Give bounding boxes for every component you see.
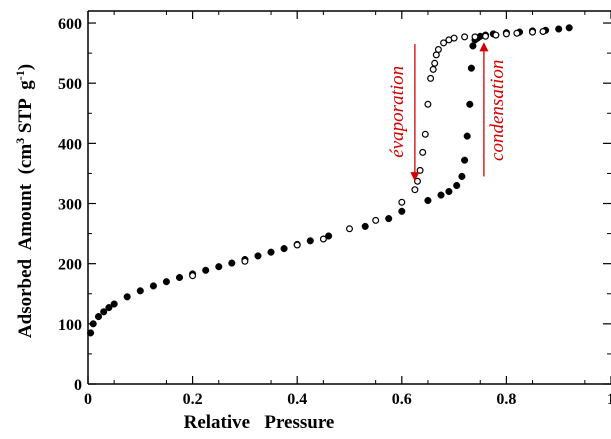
data-point-filled [466, 100, 474, 108]
data-point-filled [306, 237, 314, 245]
data-point-filled [215, 263, 223, 271]
evaporation-label: évaporation [387, 66, 408, 158]
data-point-filled [361, 222, 369, 230]
x-tick-label: 0.6 [392, 391, 412, 408]
data-point-open [461, 33, 469, 41]
data-point-open [398, 198, 406, 206]
data-point-open [419, 148, 427, 156]
y-tick-label: 200 [58, 257, 82, 274]
data-point-open [513, 29, 521, 37]
data-point-open [539, 28, 547, 36]
data-point-filled [136, 287, 144, 295]
data-point-filled [87, 329, 95, 337]
data-point-open [528, 28, 536, 36]
y-axis-title: Adsorbed Amount (cm3 STP g-1) [13, 64, 36, 338]
data-point-filled [123, 293, 131, 301]
data-point-open [429, 65, 437, 73]
data-point-filled [175, 273, 184, 282]
data-point-filled [105, 304, 113, 312]
x-tick-label: 0.2 [183, 391, 203, 408]
data-point-filled [202, 266, 210, 274]
x-tick-label: 0.8 [496, 391, 516, 408]
y-tick-label: 400 [58, 136, 82, 153]
y-axis-title-mid: STP g [15, 80, 36, 138]
data-point-open [492, 31, 500, 39]
data-point-filled [458, 172, 466, 180]
data-point-open [421, 130, 429, 138]
data-point-open [346, 225, 354, 233]
data-point-filled [100, 308, 108, 316]
y-axis-title-main: Adsorbed Amount (cm [15, 144, 36, 338]
condensation-label: condensation [487, 60, 508, 161]
data-point-filled [398, 207, 406, 215]
data-point-open [482, 32, 490, 40]
data-point-filled [110, 300, 118, 308]
y-axis-title-end: ) [15, 64, 36, 70]
data-point-filled [424, 196, 432, 205]
x-axis-title: Relative Pressure [184, 412, 335, 433]
data-point-filled [280, 245, 288, 253]
data-point-filled [453, 181, 461, 190]
data-point-filled [267, 248, 275, 256]
y-tick-label: 0 [74, 377, 82, 394]
data-point-filled [437, 191, 445, 199]
y-tick-label: 100 [58, 317, 82, 334]
data-point-filled [565, 24, 573, 32]
data-point-filled [463, 132, 471, 140]
data-point-open [434, 45, 442, 53]
data-point-filled [385, 215, 393, 223]
y-tick-label: 600 [58, 16, 82, 33]
y-axis-title-sup2: -1 [13, 70, 27, 80]
data-point-open [372, 216, 380, 224]
y-axis-title-sup1: 3 [13, 138, 27, 144]
data-point-open [502, 30, 510, 38]
data-point-open [189, 272, 197, 280]
data-point-filled [325, 232, 333, 240]
data-point-filled [445, 187, 453, 196]
data-point-open [319, 235, 327, 243]
data-point-filled [469, 42, 477, 50]
data-point-filled [149, 282, 157, 290]
data-point-filled [555, 25, 563, 33]
x-tick-label: 1 [607, 391, 611, 408]
data-point-filled [89, 320, 97, 328]
data-point-open [471, 33, 479, 41]
x-tick-label: 0 [84, 391, 92, 408]
data-point-open [427, 74, 435, 82]
data-point-filled [228, 259, 236, 267]
data-point-filled [162, 278, 170, 286]
data-point-open [411, 186, 419, 194]
data-point-filled [461, 156, 469, 164]
data-point-filled [94, 313, 103, 321]
data-point-open [431, 59, 439, 67]
data-point-open [241, 257, 249, 265]
data-point-open [293, 241, 301, 249]
data-point-open [440, 39, 448, 47]
data-point-filled [467, 64, 475, 72]
data-point-open [450, 34, 458, 42]
data-point-open [416, 166, 424, 174]
y-tick-label: 300 [58, 197, 82, 214]
x-tick-label: 0.4 [287, 391, 307, 408]
data-point-open [424, 100, 432, 108]
y-tick-label: 500 [58, 76, 82, 93]
data-point-filled [254, 252, 262, 260]
